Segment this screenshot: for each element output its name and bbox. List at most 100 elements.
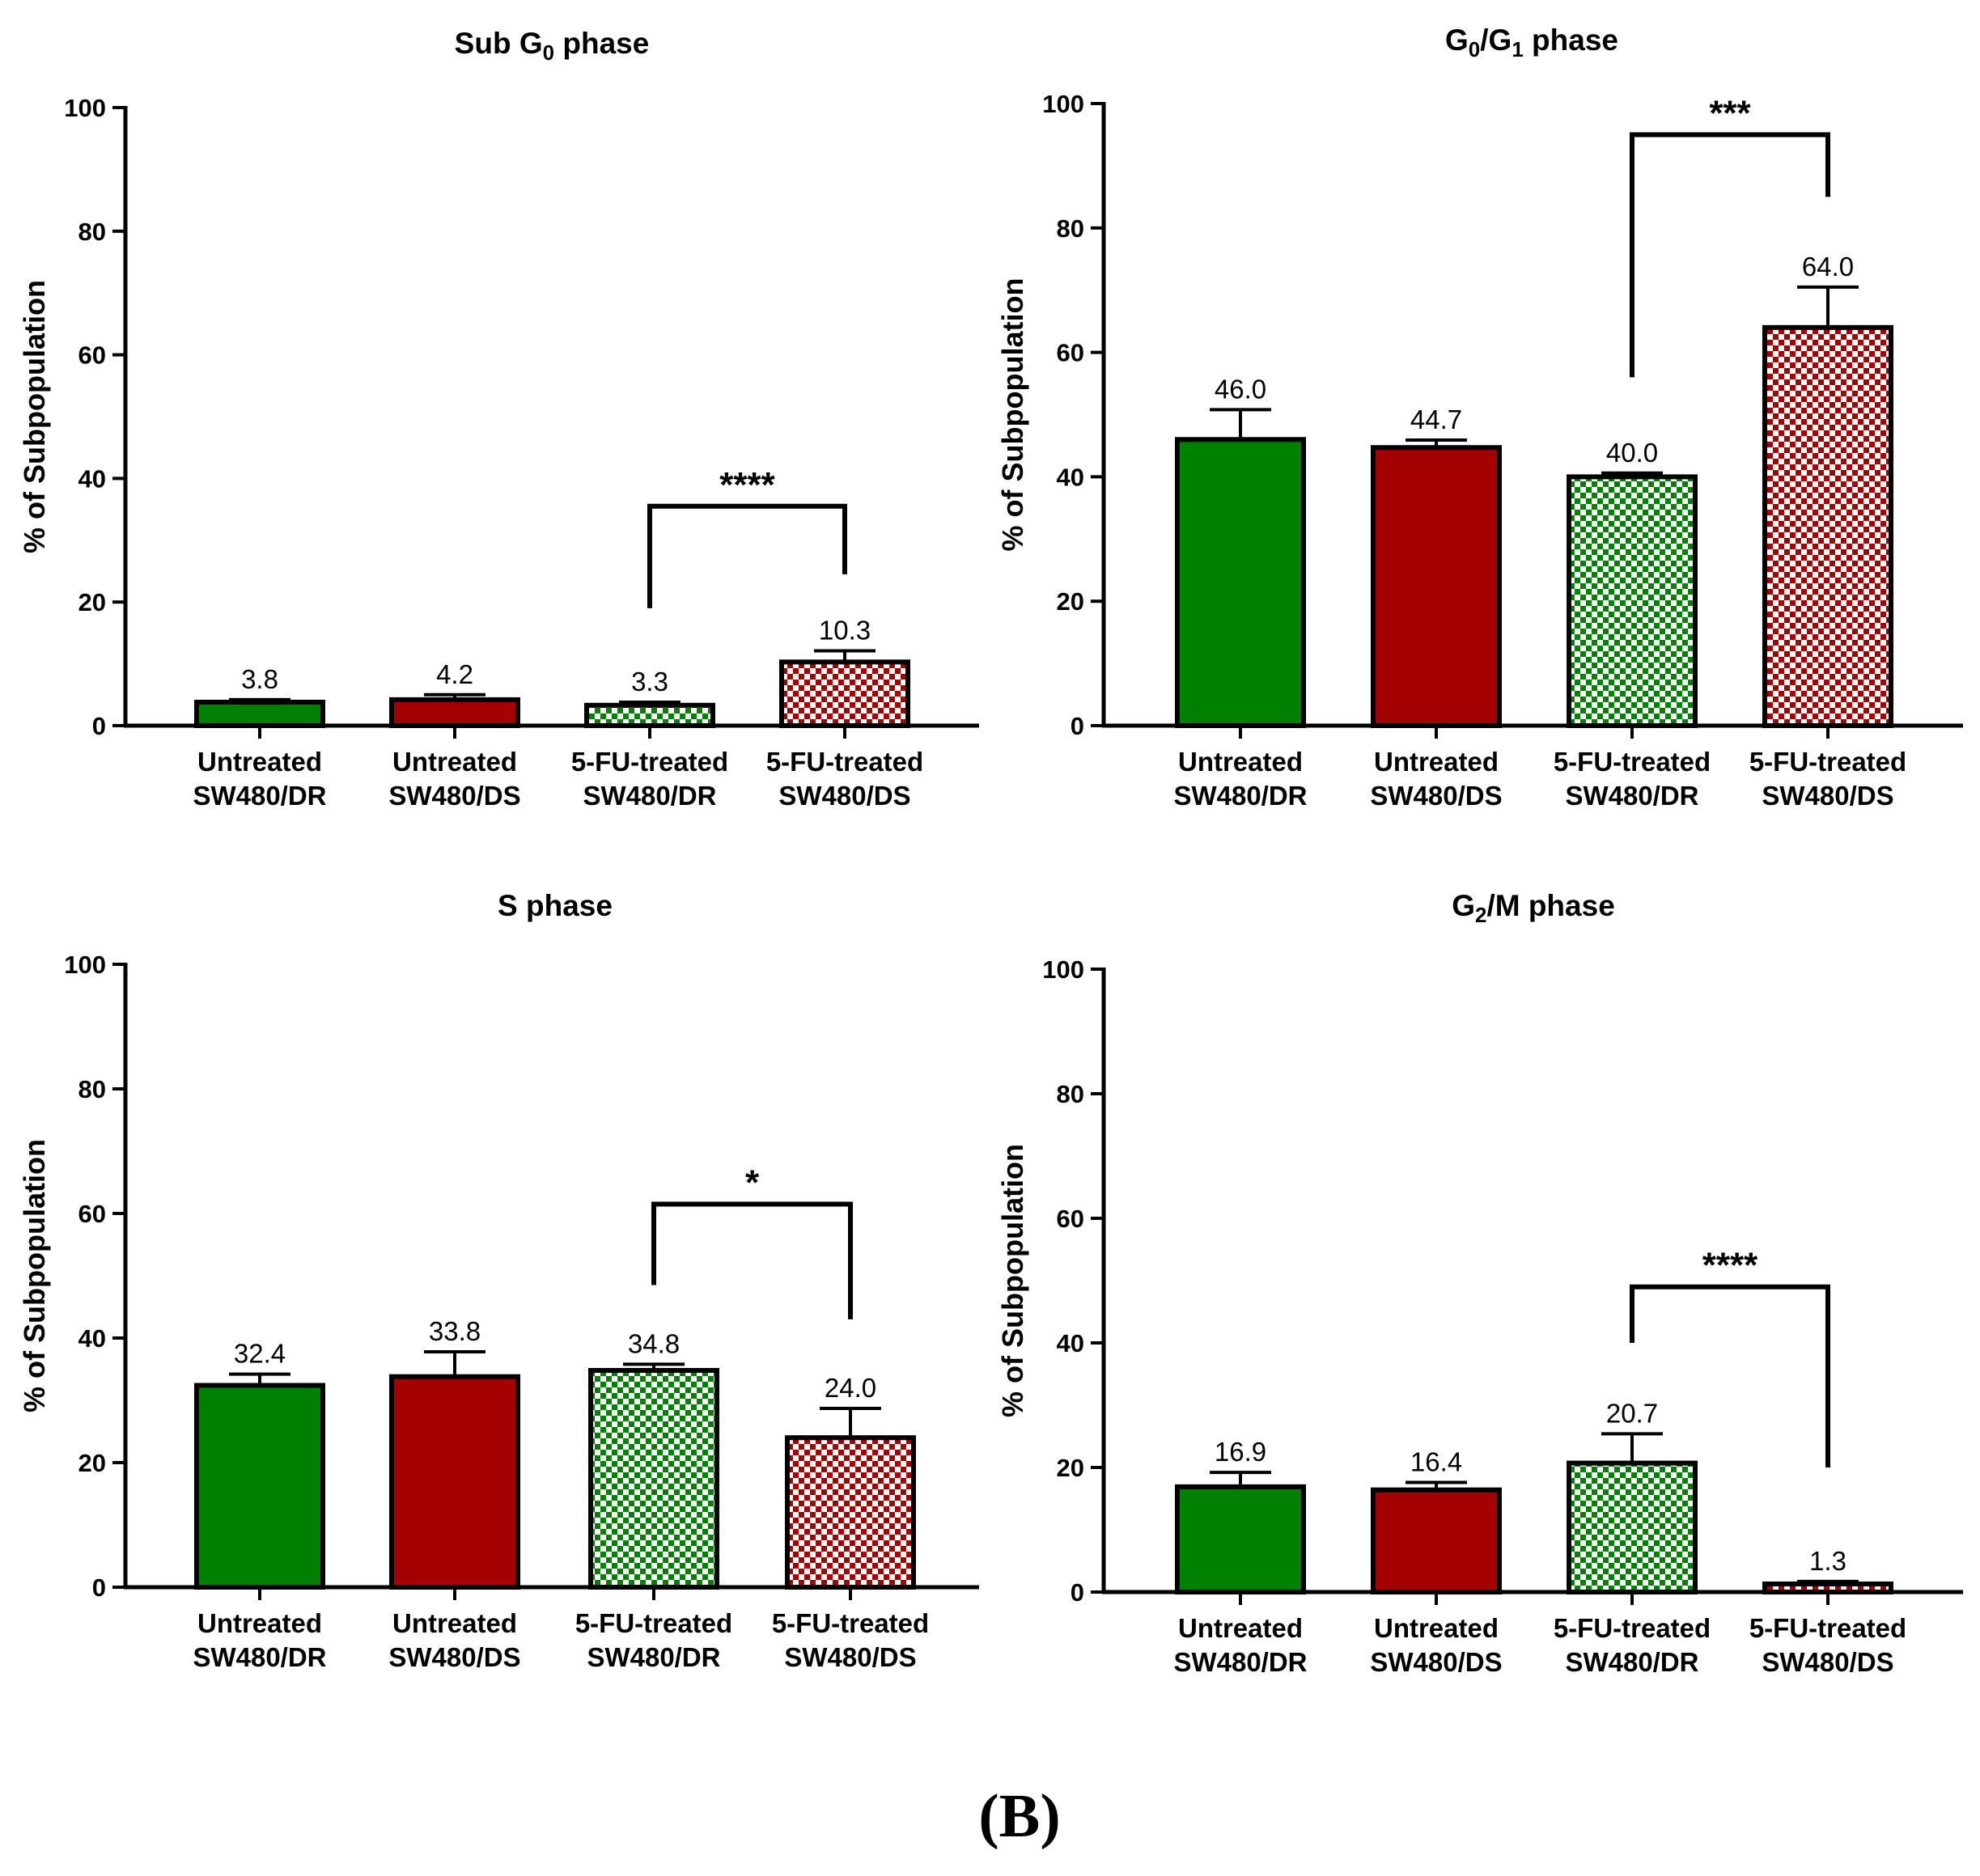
significance-bracket bbox=[651, 1201, 853, 1319]
chart-title-text: Sub G bbox=[455, 27, 543, 60]
bar bbox=[1371, 1487, 1502, 1594]
x-tick-label: Untreated bbox=[392, 747, 517, 777]
x-tick-label: Untreated bbox=[1374, 1613, 1499, 1643]
x-tick-label: SW480/DS bbox=[1370, 1647, 1502, 1677]
data-label: 3.8 bbox=[241, 664, 278, 694]
x-tick-label: SW480/DS bbox=[1762, 1647, 1893, 1677]
chart-title-text: /G bbox=[1480, 23, 1511, 57]
y-tick-label: 60 bbox=[1057, 1205, 1084, 1233]
y-tick-label: 20 bbox=[78, 1449, 106, 1477]
bar bbox=[194, 1383, 325, 1590]
y-tick-label: 0 bbox=[1071, 1578, 1084, 1607]
bar bbox=[389, 697, 520, 728]
figure-panel-label: (B) bbox=[978, 1782, 1060, 1850]
x-tick-label: SW480/DR bbox=[583, 781, 716, 811]
y-tick-label: 100 bbox=[1042, 955, 1084, 984]
y-tick-label: 40 bbox=[78, 1324, 106, 1353]
chart-panel-3: S phase 0 20 40 60 80 100 % of Subpopulation 32.… bbox=[18, 889, 979, 1672]
x-tick-label: SW480/DR bbox=[587, 1642, 720, 1672]
significance-label: *** bbox=[1709, 93, 1751, 133]
x-tick-label: SW480/DS bbox=[778, 781, 910, 811]
data-label: 33.8 bbox=[429, 1316, 481, 1346]
significance-label: * bbox=[745, 1162, 760, 1202]
chart-title-text: phase bbox=[554, 27, 649, 60]
significance-bracket bbox=[1630, 1284, 1830, 1467]
x-tick-label: Untreated bbox=[1374, 747, 1499, 777]
y-tick-label: 0 bbox=[1071, 712, 1084, 740]
y-tick-label: 100 bbox=[1042, 90, 1084, 118]
data-label: 4.2 bbox=[436, 659, 473, 689]
chart-title: S phase bbox=[498, 889, 613, 922]
y-tick-label: 40 bbox=[78, 464, 106, 493]
x-tick-label: 5-FU-treated bbox=[1554, 747, 1711, 777]
significance-label: **** bbox=[719, 465, 775, 505]
bar bbox=[1175, 1484, 1306, 1594]
chart-title-subscript: 0 bbox=[543, 40, 554, 65]
x-tick-label: SW480/DR bbox=[1173, 781, 1307, 811]
y-tick-label: 80 bbox=[78, 218, 106, 246]
y-tick-label: 40 bbox=[1057, 1329, 1084, 1357]
y-tick-label: 20 bbox=[1057, 1454, 1084, 1482]
bar bbox=[1762, 324, 1893, 728]
y-axis-label: % of Subpopulation bbox=[18, 1139, 51, 1412]
bar bbox=[1371, 445, 1502, 729]
y-tick-label: 0 bbox=[92, 1573, 106, 1602]
y-tick-label: 80 bbox=[78, 1075, 106, 1103]
data-label: 34.8 bbox=[628, 1328, 680, 1358]
bar bbox=[1567, 1460, 1698, 1594]
x-tick-label: SW480/DS bbox=[1762, 781, 1893, 811]
chart-title-text: /M phase bbox=[1486, 889, 1614, 922]
chart-title-subscript: 1 bbox=[1511, 37, 1523, 61]
x-tick-label: SW480/DS bbox=[388, 1642, 520, 1672]
x-tick-label: SW480/DR bbox=[1565, 1647, 1698, 1677]
x-tick-label: 5-FU-treated bbox=[1554, 1613, 1711, 1643]
bar bbox=[588, 1368, 719, 1590]
data-label: 16.9 bbox=[1215, 1437, 1266, 1467]
x-tick-label: SW480/DR bbox=[1565, 781, 1698, 811]
bar bbox=[779, 659, 910, 728]
chart-title: G2/M phase bbox=[1452, 889, 1615, 927]
data-label: 20.7 bbox=[1606, 1398, 1658, 1428]
chart-panel-4: G2/M phase 0 20 40 60 80 100 % of Subpopulation… bbox=[996, 889, 1963, 1677]
x-tick-label: SW480/DR bbox=[1173, 1647, 1307, 1677]
y-tick-label: 80 bbox=[1057, 214, 1084, 243]
bar bbox=[389, 1374, 520, 1590]
y-tick-label: 20 bbox=[78, 588, 106, 616]
x-tick-label: Untreated bbox=[197, 747, 322, 777]
x-tick-label: SW480/DR bbox=[193, 781, 326, 811]
data-label: 16.4 bbox=[1410, 1446, 1462, 1476]
y-axis-label: % of Subpopulation bbox=[996, 1144, 1029, 1417]
bar bbox=[785, 1435, 916, 1590]
significance-bracket bbox=[647, 503, 847, 608]
data-label: 40.0 bbox=[1606, 438, 1658, 468]
x-tick-label: 5-FU-treated bbox=[571, 747, 728, 777]
x-tick-label: Untreated bbox=[197, 1608, 322, 1638]
y-axis-label: % of Subpopulation bbox=[18, 280, 51, 553]
data-label: 3.3 bbox=[631, 667, 668, 697]
y-tick-label: 60 bbox=[78, 341, 106, 370]
x-tick-label: Untreated bbox=[392, 1608, 517, 1638]
data-label: 1.3 bbox=[1809, 1546, 1846, 1576]
chart-title: G0/G1 phase bbox=[1445, 23, 1618, 61]
x-tick-label: 5-FU-treated bbox=[1749, 747, 1906, 777]
y-tick-label: 80 bbox=[1057, 1080, 1084, 1108]
y-tick-label: 60 bbox=[78, 1200, 106, 1228]
significance-bracket bbox=[1630, 132, 1830, 378]
chart-title-text: phase bbox=[1524, 23, 1618, 57]
x-tick-label: SW480/DR bbox=[193, 1642, 326, 1672]
x-tick-label: 5-FU-treated bbox=[772, 1608, 929, 1638]
data-label: 10.3 bbox=[819, 616, 871, 646]
y-tick-label: 40 bbox=[1057, 463, 1084, 491]
chart-title-text: G bbox=[1452, 889, 1475, 922]
significance-label: **** bbox=[1702, 1246, 1758, 1285]
chart-title-subscript: 2 bbox=[1475, 903, 1486, 927]
x-tick-label: 5-FU-treated bbox=[766, 747, 923, 777]
data-label: 24.0 bbox=[825, 1373, 876, 1403]
chart-title-text: S phase bbox=[498, 889, 613, 922]
bar bbox=[1762, 1581, 1893, 1594]
data-label: 44.7 bbox=[1410, 404, 1462, 434]
data-label: 32.4 bbox=[234, 1339, 286, 1369]
